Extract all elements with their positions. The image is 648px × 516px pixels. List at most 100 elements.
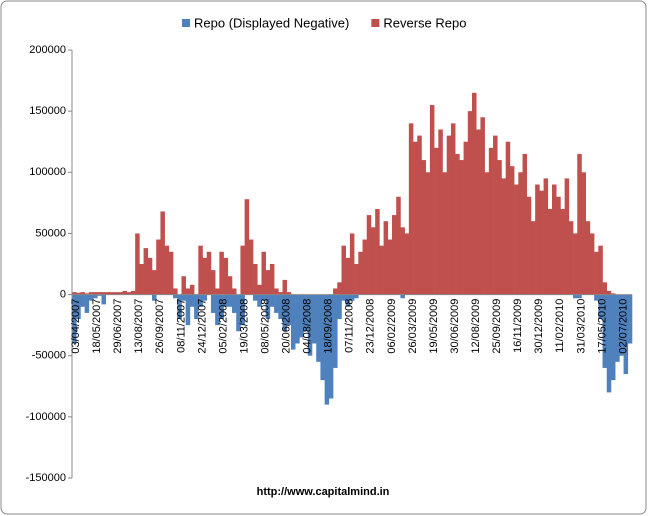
bar xyxy=(535,184,540,295)
bar xyxy=(577,153,582,295)
bar xyxy=(392,215,397,295)
bar xyxy=(84,294,90,313)
x-tick-label: 16/11/2009 xyxy=(512,299,524,353)
bar xyxy=(181,276,186,295)
bar xyxy=(320,294,325,381)
bar xyxy=(598,294,603,320)
bar xyxy=(97,294,102,296)
bar xyxy=(354,264,359,295)
bar xyxy=(126,292,132,295)
bar xyxy=(194,294,199,320)
bar xyxy=(202,257,208,295)
bar xyxy=(219,251,224,295)
bar xyxy=(526,196,532,295)
bar xyxy=(152,294,157,301)
x-tick-label: 20/06/2008 xyxy=(281,299,293,354)
bar xyxy=(80,294,85,307)
bar xyxy=(261,251,266,295)
y-tick-label: 0 xyxy=(60,288,66,300)
bar xyxy=(610,293,616,295)
x-tick-label: 19/03/2008 xyxy=(238,299,250,354)
bar xyxy=(316,294,321,362)
y-tick-label: -100000 xyxy=(26,411,66,423)
legend-label: Reverse Repo xyxy=(383,15,466,30)
bar xyxy=(328,294,334,399)
bar xyxy=(80,292,85,295)
bar xyxy=(173,288,178,295)
x-tick-label: 17/05/2010 xyxy=(596,299,608,354)
bar xyxy=(547,208,553,295)
bar xyxy=(472,92,477,295)
bar xyxy=(215,294,220,326)
bar xyxy=(623,294,629,375)
x-tick-label: 08/11/2007 xyxy=(175,299,187,353)
bar xyxy=(181,294,186,301)
bar xyxy=(274,294,279,313)
bar xyxy=(488,147,494,295)
bar xyxy=(366,215,372,295)
bar xyxy=(303,294,309,332)
bar xyxy=(185,294,191,326)
x-tick-label: 29/06/2007 xyxy=(112,299,124,354)
x-tick-label: 03/04/2007 xyxy=(70,299,82,354)
bar xyxy=(278,294,283,320)
bar xyxy=(88,294,94,301)
bar xyxy=(156,239,161,295)
bar xyxy=(610,294,616,381)
bar xyxy=(257,284,262,295)
bar xyxy=(147,257,153,295)
bar xyxy=(244,199,250,295)
bar xyxy=(139,264,144,295)
bar xyxy=(248,239,254,295)
bar xyxy=(522,153,528,295)
bar xyxy=(442,172,448,295)
bar xyxy=(505,141,511,295)
bar xyxy=(606,290,612,295)
bar xyxy=(606,294,612,393)
y-tick-label: -50000 xyxy=(32,350,66,362)
x-tick-label: 19/05/2009 xyxy=(428,299,440,354)
x-tick-label: 23/12/2008 xyxy=(365,299,377,354)
bar xyxy=(509,166,515,295)
bar xyxy=(349,233,355,295)
x-tick-label: 12/08/2009 xyxy=(470,299,482,354)
bar xyxy=(261,294,266,301)
bar xyxy=(598,245,603,295)
bar xyxy=(160,211,165,295)
bar xyxy=(295,294,300,344)
bar xyxy=(438,129,443,295)
x-tick-label: 02/07/2010 xyxy=(617,299,629,354)
bar xyxy=(114,292,119,295)
bar xyxy=(101,294,106,305)
y-tick-label: 200000 xyxy=(29,44,66,56)
bar xyxy=(379,245,384,295)
bar xyxy=(206,251,212,295)
legend-swatch xyxy=(371,19,380,27)
legend-swatch xyxy=(182,19,190,27)
bar xyxy=(408,123,414,295)
bar xyxy=(93,292,98,295)
x-tick-label: 06/02/2009 xyxy=(386,299,398,354)
bar xyxy=(349,294,355,301)
bar xyxy=(282,279,288,295)
bar xyxy=(232,288,237,295)
bar xyxy=(109,292,115,295)
bar xyxy=(177,294,182,320)
bar xyxy=(345,257,351,295)
bar xyxy=(253,294,258,301)
bar xyxy=(202,294,208,301)
x-tick-label: 11/02/2010 xyxy=(554,299,566,353)
bar xyxy=(122,290,128,295)
bar xyxy=(425,172,431,295)
bar xyxy=(396,196,401,295)
bar xyxy=(299,294,304,338)
bar xyxy=(476,129,481,295)
bar xyxy=(459,160,464,295)
bar xyxy=(232,294,237,313)
bar xyxy=(333,288,338,295)
bar xyxy=(286,292,292,295)
bar xyxy=(290,294,296,350)
bar xyxy=(421,160,426,295)
bar xyxy=(286,294,292,326)
